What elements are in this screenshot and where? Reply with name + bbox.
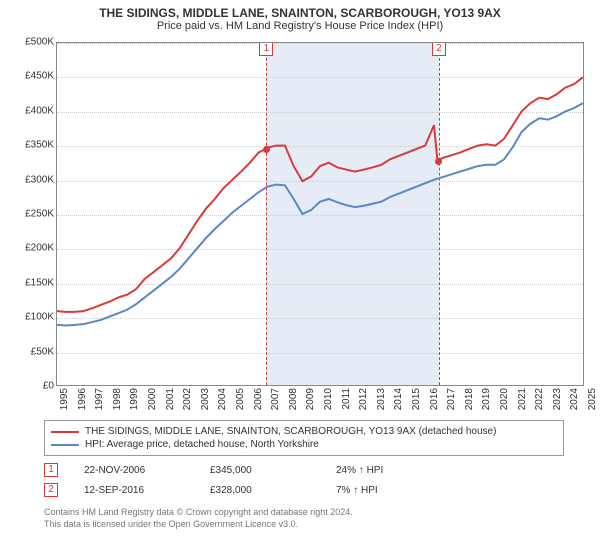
x-axis-label: 2019 bbox=[481, 388, 492, 410]
x-axis-label: 2000 bbox=[147, 388, 158, 410]
footer-line: This data is licensed under the Open Gov… bbox=[44, 518, 590, 530]
event-price: £328,000 bbox=[210, 485, 310, 496]
legend-label: HPI: Average price, detached house, Nort… bbox=[85, 439, 319, 450]
y-axis-label: £400K bbox=[10, 105, 54, 116]
y-axis-label: £150K bbox=[10, 277, 54, 288]
event-date: 22-NOV-2006 bbox=[84, 465, 184, 476]
x-axis-label: 2007 bbox=[270, 388, 281, 410]
x-axis-label: 2011 bbox=[341, 388, 352, 410]
event-flag-icon: 1 bbox=[44, 463, 58, 477]
y-axis-label: £500K bbox=[10, 37, 54, 48]
event-flag: 1 bbox=[259, 42, 273, 56]
event-price: £345,000 bbox=[210, 465, 310, 476]
x-axis-label: 2020 bbox=[499, 388, 510, 410]
x-axis-label: 2008 bbox=[288, 388, 299, 410]
x-axis-label: 2004 bbox=[217, 388, 228, 410]
x-axis-label: 2025 bbox=[587, 388, 598, 410]
x-axis-label: 2024 bbox=[569, 388, 580, 410]
x-axis-label: 2013 bbox=[376, 388, 387, 410]
legend-label: THE SIDINGS, MIDDLE LANE, SNAINTON, SCAR… bbox=[85, 426, 496, 437]
plot-region: 12 bbox=[56, 42, 584, 386]
x-axis-label: 1996 bbox=[77, 388, 88, 410]
event-row: 1 22-NOV-2006 £345,000 24% ↑ HPI bbox=[44, 460, 590, 480]
event-flag-icon: 2 bbox=[44, 483, 58, 497]
event-delta: 7% ↑ HPI bbox=[336, 485, 436, 496]
x-axis-label: 2018 bbox=[464, 388, 475, 410]
legend-swatch bbox=[51, 431, 79, 433]
chart-subtitle: Price paid vs. HM Land Registry's House … bbox=[10, 20, 590, 32]
footer-line: Contains HM Land Registry data © Crown c… bbox=[44, 506, 590, 518]
y-axis-label: £350K bbox=[10, 140, 54, 151]
x-axis-label: 2001 bbox=[165, 388, 176, 410]
y-axis-label: £250K bbox=[10, 209, 54, 220]
event-dot bbox=[263, 146, 270, 153]
x-axis-label: 2021 bbox=[517, 388, 528, 410]
x-axis-label: 2009 bbox=[305, 388, 316, 410]
x-axis-label: 2005 bbox=[235, 388, 246, 410]
chart-title: THE SIDINGS, MIDDLE LANE, SNAINTON, SCAR… bbox=[10, 6, 590, 20]
x-axis-label: 2012 bbox=[358, 388, 369, 410]
x-axis-label: 2015 bbox=[411, 388, 422, 410]
x-axis-label: 2016 bbox=[429, 388, 440, 410]
line-series-svg bbox=[57, 43, 583, 385]
legend-swatch bbox=[51, 444, 79, 446]
series-hpi bbox=[57, 103, 583, 325]
x-axis-label: 1995 bbox=[59, 388, 70, 410]
x-axis-label: 2006 bbox=[253, 388, 264, 410]
legend-row: THE SIDINGS, MIDDLE LANE, SNAINTON, SCAR… bbox=[51, 425, 557, 438]
y-axis-label: £300K bbox=[10, 174, 54, 185]
x-axis-label: 1999 bbox=[129, 388, 140, 410]
x-axis-label: 2003 bbox=[200, 388, 211, 410]
events-table: 1 22-NOV-2006 £345,000 24% ↑ HPI 2 12-SEP-201… bbox=[44, 460, 590, 500]
y-axis-label: £50K bbox=[10, 346, 54, 357]
legend-box: THE SIDINGS, MIDDLE LANE, SNAINTON, SCAR… bbox=[44, 420, 564, 456]
event-date: 12-SEP-2016 bbox=[84, 485, 184, 496]
y-axis-label: £0 bbox=[10, 381, 54, 392]
event-row: 2 12-SEP-2016 £328,000 7% ↑ HPI bbox=[44, 480, 590, 500]
x-axis-label: 2014 bbox=[393, 388, 404, 410]
chart-area: 12 £0£50K£100K£150K£200K£250K£300K£350K£… bbox=[10, 38, 590, 416]
x-axis-label: 1998 bbox=[112, 388, 123, 410]
y-axis-label: £100K bbox=[10, 312, 54, 323]
x-axis-label: 2017 bbox=[446, 388, 457, 410]
footer-attribution: Contains HM Land Registry data © Crown c… bbox=[44, 506, 590, 530]
series-price_paid bbox=[57, 77, 583, 312]
x-axis-label: 2022 bbox=[534, 388, 545, 410]
y-axis-label: £200K bbox=[10, 243, 54, 254]
legend-row: HPI: Average price, detached house, Nort… bbox=[51, 438, 557, 451]
event-flag: 2 bbox=[432, 42, 446, 56]
event-delta: 24% ↑ HPI bbox=[336, 465, 436, 476]
x-axis-label: 2010 bbox=[323, 388, 334, 410]
x-axis-label: 1997 bbox=[94, 388, 105, 410]
y-axis-label: £450K bbox=[10, 71, 54, 82]
x-axis-label: 2023 bbox=[552, 388, 563, 410]
x-axis-label: 2002 bbox=[182, 388, 193, 410]
